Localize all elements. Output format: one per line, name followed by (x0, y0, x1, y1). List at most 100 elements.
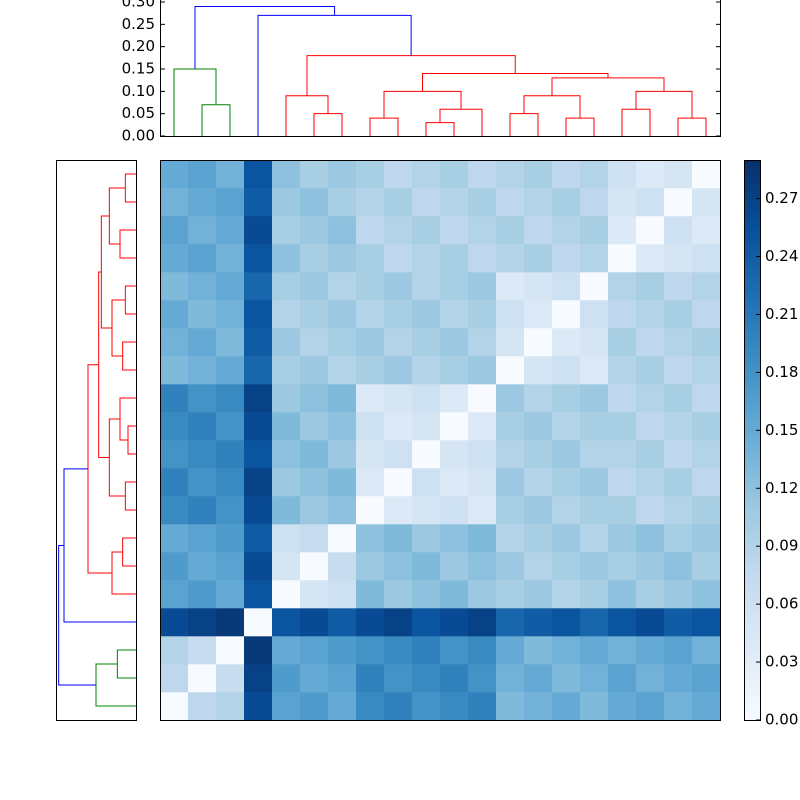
heatmap-cell (496, 692, 525, 721)
heatmap-cell (244, 272, 273, 301)
heatmap-cell (216, 328, 245, 357)
heatmap-cell (524, 384, 553, 413)
heatmap-cell (384, 384, 413, 413)
heatmap-cell (216, 468, 245, 497)
heatmap-cell (188, 384, 217, 413)
heatmap-cell (692, 468, 721, 497)
heatmap-cell (636, 636, 665, 665)
heatmap-cell (300, 384, 329, 413)
heatmap-cell (552, 412, 581, 441)
heatmap-cell (160, 580, 189, 609)
heatmap-cell (384, 412, 413, 441)
heatmap-cell (440, 328, 469, 357)
heatmap-cell (692, 496, 721, 525)
heatmap-cell (412, 160, 441, 189)
heatmap-cell (440, 692, 469, 721)
heatmap-cell (328, 580, 357, 609)
heatmap-cell (664, 580, 693, 609)
heatmap-cell (552, 608, 581, 637)
heatmap-cell (608, 664, 637, 693)
heatmap-cell (216, 524, 245, 553)
heatmap-cell (608, 496, 637, 525)
heatmap-cell (692, 692, 721, 721)
heatmap-cell (552, 496, 581, 525)
colorbar-tick-label: 0.27 (765, 189, 798, 207)
heatmap-cell (216, 580, 245, 609)
heatmap-cell (440, 272, 469, 301)
heatmap-cell (468, 356, 497, 385)
heatmap-cell (468, 160, 497, 189)
heatmap-cell (244, 468, 273, 497)
heatmap-cell (580, 496, 609, 525)
heatmap-cell (636, 580, 665, 609)
heatmap-cell (608, 244, 637, 273)
heatmap-cell (356, 664, 385, 693)
heatmap-cell (608, 468, 637, 497)
dendrogram-link (119, 229, 136, 259)
heatmap-cell (664, 272, 693, 301)
heatmap-cell (636, 328, 665, 357)
heatmap-cell (524, 160, 553, 189)
heatmap-cell (244, 608, 273, 637)
heatmap-cell (384, 664, 413, 693)
heatmap-cell (468, 188, 497, 217)
heatmap-cell (636, 356, 665, 385)
heatmap-cell (300, 188, 329, 217)
heatmap-cell (692, 552, 721, 581)
heatmap-cell (216, 692, 245, 721)
heatmap-cell (524, 188, 553, 217)
heatmap-cell (496, 468, 525, 497)
heatmap-cell (272, 636, 301, 665)
heatmap-cell (272, 244, 301, 273)
heatmap-cell (328, 664, 357, 693)
heatmap-cell (244, 524, 273, 553)
heatmap-cell (552, 300, 581, 329)
heatmap-cell (188, 580, 217, 609)
heatmap-cell (300, 412, 329, 441)
heatmap-cell (496, 580, 525, 609)
heatmap-cell (468, 692, 497, 721)
heatmap-cell (552, 664, 581, 693)
dendrogram-link (100, 215, 112, 329)
heatmap-cell (244, 580, 273, 609)
heatmap-cell (440, 356, 469, 385)
heatmap-cell (328, 216, 357, 245)
heatmap-cell (272, 412, 301, 441)
heatmap-cell (580, 300, 609, 329)
heatmap-cell (412, 524, 441, 553)
heatmap-cell (552, 636, 581, 665)
heatmap-cell (580, 440, 609, 469)
heatmap-cell (524, 608, 553, 637)
heatmap-cell (580, 412, 609, 441)
heatmap-cell (160, 412, 189, 441)
heatmap-cell (216, 552, 245, 581)
dendrogram-link (95, 663, 136, 707)
heatmap-cell (300, 160, 329, 189)
heatmap-cell (216, 636, 245, 665)
dendrogram-tick-label: 0.15 (122, 60, 155, 78)
heatmap-cell (552, 580, 581, 609)
heatmap-cell (300, 552, 329, 581)
heatmap-cell (608, 356, 637, 385)
heatmap-cell (496, 300, 525, 329)
heatmap-cell (552, 272, 581, 301)
heatmap-cell (496, 608, 525, 637)
heatmap-cell (636, 692, 665, 721)
heatmap-cell (384, 580, 413, 609)
heatmap-cell (384, 552, 413, 581)
heatmap-cell (300, 664, 329, 693)
heatmap-cell (384, 636, 413, 665)
heatmap-cell (272, 552, 301, 581)
heatmap-cell (664, 636, 693, 665)
heatmap-cell (468, 384, 497, 413)
heatmap-cell (692, 664, 721, 693)
heatmap-cell (440, 160, 469, 189)
heatmap-cell (272, 188, 301, 217)
heatmap-cell (692, 580, 721, 609)
heatmap-cell (384, 692, 413, 721)
heatmap-cell (328, 496, 357, 525)
heatmap-cell (272, 692, 301, 721)
heatmap-cell (608, 328, 637, 357)
dendrogram-link (122, 341, 136, 371)
heatmap-cell (160, 636, 189, 665)
